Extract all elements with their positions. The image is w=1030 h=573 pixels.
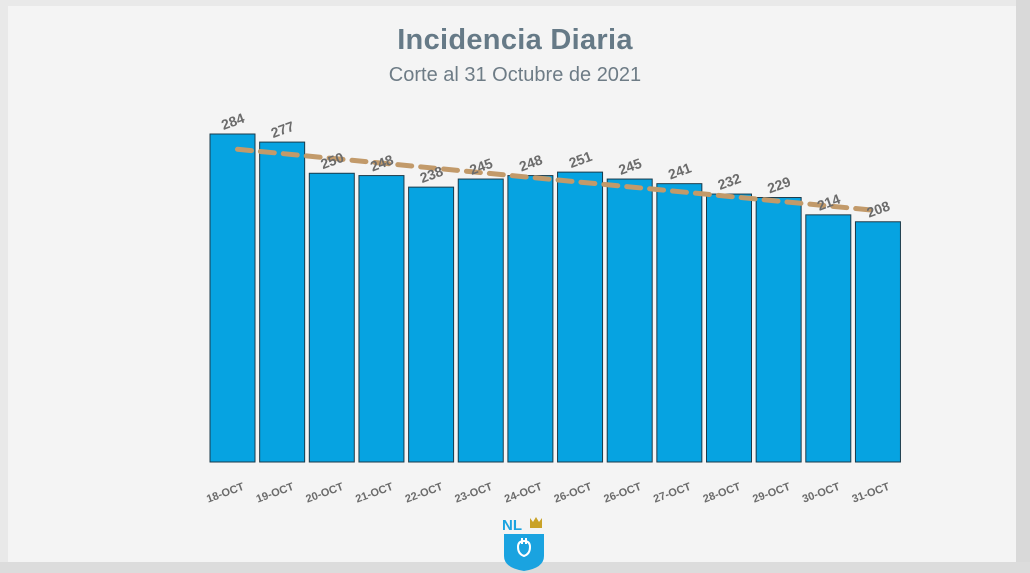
logo-text: NL xyxy=(502,517,522,534)
x-tick-label: 30-OCT xyxy=(801,481,842,506)
bar-28-oct-10 xyxy=(706,193,752,463)
trendline xyxy=(235,146,875,213)
bar-26-oct-7 xyxy=(557,171,604,463)
bar-24-oct-6 xyxy=(507,175,554,463)
data-label: 214 xyxy=(815,191,843,214)
nl-logo: NL xyxy=(502,517,544,571)
chart-title: Incidencia Diaria xyxy=(397,24,633,56)
bar-30-oct-12 xyxy=(805,214,852,463)
data-label: 238 xyxy=(418,163,446,186)
bar-26-oct-8 xyxy=(606,178,653,463)
data-label: 232 xyxy=(716,170,744,193)
x-tick-label: 19-OCT xyxy=(255,481,296,506)
x-tick-label: 26-OCT xyxy=(602,481,643,506)
data-label: 245 xyxy=(467,155,495,178)
data-label: 248 xyxy=(517,151,545,174)
x-tick-label: 31-OCT xyxy=(850,481,891,506)
shield-icon xyxy=(504,534,544,571)
x-tick-labels-layer: 18-OCT 19-OCT 20-OCT 21-OCT 22-OCT 23-OCT 24-O… xyxy=(205,481,892,506)
data-label: 208 xyxy=(865,197,893,220)
data-label: 277 xyxy=(269,118,297,141)
x-tick-label: 27-OCT xyxy=(652,481,693,506)
x-tick-label: 29-OCT xyxy=(751,481,792,506)
bar-18-oct-0 xyxy=(209,133,256,463)
bar-29-oct-11 xyxy=(755,197,802,463)
x-tick-label: 24-OCT xyxy=(503,481,544,506)
crown-icon xyxy=(530,517,542,528)
data-label: 241 xyxy=(666,159,694,182)
bar-22-oct-4 xyxy=(408,186,455,463)
bars-layer xyxy=(209,133,901,463)
shield-emblem-icon xyxy=(516,538,532,558)
value-labels-layer: 284 277 250 248 238 245 248 251 245 241 232 229 214 2… xyxy=(219,110,892,221)
bar-19-oct-1 xyxy=(259,141,306,463)
x-tick-label: 22-OCT xyxy=(404,481,445,506)
x-tick-label: 18-OCT xyxy=(205,481,246,506)
data-label: 250 xyxy=(318,149,346,172)
x-tick-label: 26-OCT xyxy=(553,481,594,506)
x-tick-label: 28-OCT xyxy=(702,481,743,506)
data-label: 248 xyxy=(368,151,396,174)
data-label: 245 xyxy=(616,155,644,178)
window-edge-right xyxy=(1016,0,1030,573)
data-label: 229 xyxy=(765,173,793,196)
data-label: 284 xyxy=(219,110,247,133)
bar-20-oct-2 xyxy=(308,172,355,463)
trendline-layer xyxy=(235,146,875,213)
x-tick-label: 23-OCT xyxy=(453,481,494,506)
bar-27-oct-9 xyxy=(656,183,703,463)
chart-subtitle: Corte al 31 Octubre de 2021 xyxy=(388,64,642,86)
bar-31-oct-13 xyxy=(854,221,901,463)
bar-23-oct-5 xyxy=(457,178,504,463)
bar-21-oct-3 xyxy=(358,175,405,463)
x-tick-label: 21-OCT xyxy=(354,481,395,506)
data-label: 251 xyxy=(567,148,595,171)
x-tick-label: 20-OCT xyxy=(304,481,345,506)
